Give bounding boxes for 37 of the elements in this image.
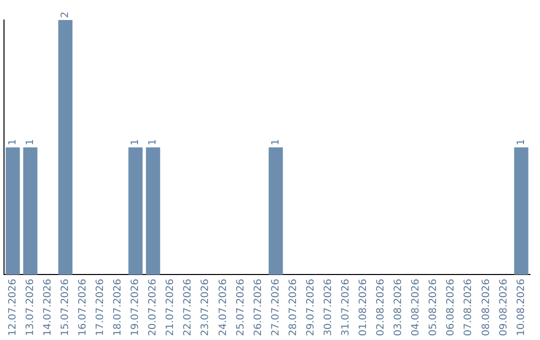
x-tick-label: 24.07.2026 [218, 278, 229, 336]
x-tick-label: 13.07.2026 [24, 278, 36, 336]
data-label: 1 [270, 138, 282, 146]
x-tick-label: 01.08.2026 [358, 278, 370, 336]
x-tick-label: 21.07.2026 [165, 278, 176, 336]
data-label: 1 [24, 138, 36, 146]
x-tick-label: 03.08.2026 [393, 278, 404, 336]
data-label: 1 [148, 138, 159, 146]
x-tick-label: 16.07.2026 [77, 278, 88, 336]
x-tick-label: 27.07.2026 [270, 278, 282, 336]
data-label: 2 [60, 12, 71, 18]
x-tick-label: 30.07.2026 [322, 278, 334, 336]
x-tick-label: 04.08.2026 [410, 278, 422, 336]
x-tick-label: 14.07.2026 [42, 278, 54, 336]
x-tick-label: 15.07.2026 [60, 278, 71, 336]
x-tick-label: 07.08.2026 [463, 278, 474, 336]
x-tick-label: 06.08.2026 [446, 278, 457, 336]
x-tick-label: 08.08.2026 [480, 278, 492, 336]
x-tick-label: 22.07.2026 [182, 278, 194, 336]
x-tick-label: 23.07.2026 [200, 278, 212, 336]
x-tick-label: 26.07.2026 [252, 278, 264, 336]
data-label: 1 [7, 138, 18, 146]
data-label: 1 [130, 138, 142, 146]
x-tick-label: 09.08.2026 [498, 278, 510, 336]
x-tick-label: 12.07.2026 [7, 278, 18, 336]
x-tick-label: 28.07.2026 [288, 278, 299, 336]
x-tick-label: 31.07.2026 [340, 278, 352, 336]
x-tick-label: 25.07.2026 [235, 278, 246, 336]
x-tick-label: 18.07.2026 [112, 278, 124, 336]
data-label: 1 [516, 138, 527, 146]
x-tick-label: 10.08.2026 [516, 278, 527, 336]
x-tick-label: 05.08.2026 [428, 278, 440, 336]
x-tick-label: 20.07.2026 [148, 278, 159, 336]
x-tick-label: 02.08.2026 [376, 278, 387, 336]
x-tick-label: 29.07.2026 [305, 278, 316, 336]
x-tick-label: 19.07.2026 [130, 278, 142, 336]
x-tick-label: 17.07.2026 [95, 278, 106, 336]
